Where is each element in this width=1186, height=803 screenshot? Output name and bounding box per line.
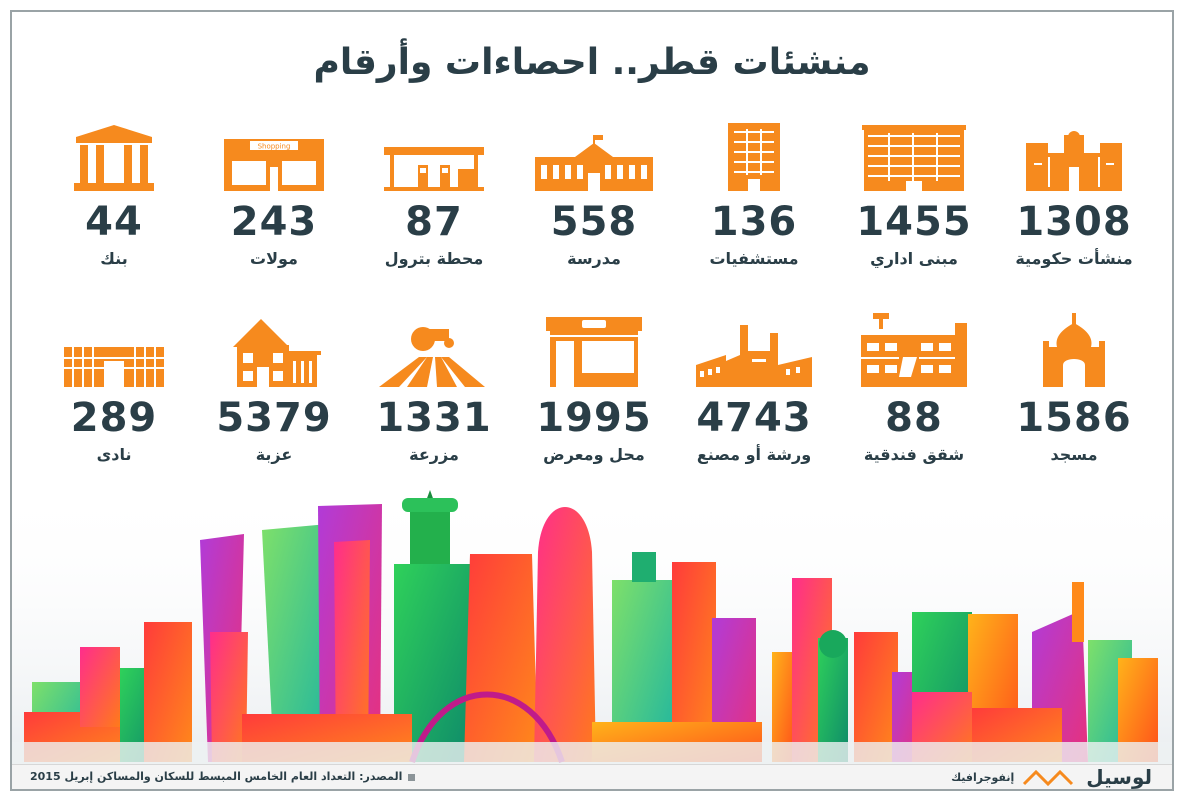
brand-logo: لوسيل [1086, 765, 1152, 789]
stat-bank: 44 بنك [34, 117, 194, 313]
stat-hospital: 136 مستشفيات [674, 117, 834, 313]
stat-label: ورشة أو مصنع [696, 445, 812, 464]
stat-value: 1586 [1016, 395, 1132, 441]
shopping-mall-icon: Shopping [214, 117, 334, 191]
stat-label: شقق فندقية [863, 445, 965, 464]
doha-skyline-illustration [12, 482, 1172, 772]
stat-label: مبنى اداري [870, 249, 958, 268]
factory-icon [694, 313, 814, 387]
stat-value: 1455 [856, 199, 972, 245]
bullet-square-icon [408, 773, 416, 781]
source-text: المصدر: التعداد العام الخامس المبسط للسك… [30, 770, 403, 783]
government-buildings-icon [1014, 117, 1134, 191]
stat-label: محل ومعرض [543, 445, 645, 464]
stat-school: 558 مدرسة [514, 117, 674, 313]
stat-label: بنك [100, 249, 128, 268]
stat-stadium: 289 نادى [34, 313, 194, 509]
stat-government-buildings: 1308 منشأت حكومية [994, 117, 1154, 313]
stat-label: عزبة [255, 445, 293, 464]
brand-block: إنفوجرافيك لوسيل [951, 765, 1152, 789]
bank-icon [54, 117, 174, 191]
stat-value: 558 [550, 199, 638, 245]
page-title: منشئات قطر.. احصاءات وأرقام [313, 42, 871, 83]
stat-label: مسجد [1050, 445, 1098, 464]
stat-value: 5379 [216, 395, 332, 441]
hospital-icon [694, 117, 814, 191]
stat-office-building: 1455 مبنى اداري [834, 117, 994, 313]
stat-mosque: 1586 مسجد [994, 313, 1154, 509]
stat-label: منشأت حكومية [1015, 249, 1133, 268]
stat-value: 44 [85, 199, 143, 245]
stat-label: محطة بترول [384, 249, 484, 268]
stat-label: مدرسة [567, 249, 621, 268]
stat-farm: 1331 مزرعة [354, 313, 514, 509]
stat-factory: 4743 ورشة أو مصنع [674, 313, 834, 509]
stat-gas-station: 87 محطة بترول [354, 117, 514, 313]
infographic-frame: منشئات قطر.. احصاءات وأرقام [10, 10, 1174, 791]
stats-grid: 1308 منشأت حكومية [34, 117, 1154, 509]
farmhouse-icon [214, 313, 334, 387]
school-icon [534, 117, 654, 191]
brand-zigzag-icon [1023, 769, 1074, 786]
office-building-icon [854, 117, 974, 191]
stat-label: مستشفيات [709, 249, 799, 268]
shopping-sign: Shopping [258, 143, 291, 151]
stat-value: 243 [230, 199, 318, 245]
shop-icon [534, 313, 654, 387]
stat-label: مولات [250, 249, 298, 268]
stat-value: 88 [885, 395, 943, 441]
stat-value: 87 [405, 199, 463, 245]
stat-value: 1995 [536, 395, 652, 441]
gas-station-icon [374, 117, 494, 191]
footer-bar: المصدر: التعداد العام الخامس المبسط للسك… [12, 764, 1172, 789]
stadium-icon [54, 313, 174, 387]
brand-subtitle: إنفوجرافيك [951, 770, 1015, 784]
farm-tractor-icon [374, 313, 494, 387]
stat-label: مزرعة [409, 445, 459, 464]
stat-label: نادى [96, 445, 132, 464]
motel-sign: MOTEL [960, 343, 967, 364]
stat-value: 4743 [696, 395, 812, 441]
mosque-icon [1014, 313, 1134, 387]
source-note: المصدر: التعداد العام الخامس المبسط للسك… [30, 770, 416, 783]
stat-shop: 1995 محل ومعرض [514, 313, 674, 509]
stat-hotel-apartments: MOTEL 88 [834, 313, 994, 509]
stat-value: 1308 [1016, 199, 1132, 245]
stat-value: 1331 [376, 395, 492, 441]
stat-farmhouse: 5379 عزبة [194, 313, 354, 509]
stat-value: 136 [710, 199, 798, 245]
stat-value: 289 [70, 395, 158, 441]
stat-shopping-mall: Shopping 243 مولات [194, 117, 354, 313]
hotel-apartments-icon: MOTEL [854, 313, 974, 387]
